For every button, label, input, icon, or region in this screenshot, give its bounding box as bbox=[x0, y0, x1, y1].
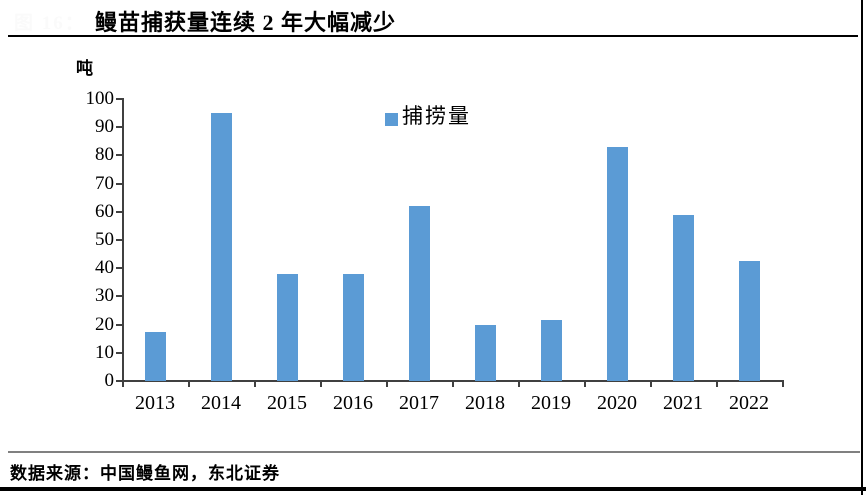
y-axis-tick bbox=[116, 182, 122, 185]
y-axis-tick bbox=[116, 295, 122, 298]
y-axis bbox=[122, 98, 124, 382]
y-tick-label: 20 bbox=[95, 313, 114, 335]
bar-2015 bbox=[276, 273, 298, 381]
data-source-note: 数据来源：中国鳗鱼网，东北证券 bbox=[10, 464, 280, 483]
chart-legend: 捕捞量 bbox=[385, 100, 471, 130]
x-tick-label-2017: 2017 bbox=[399, 392, 439, 414]
bar-2019 bbox=[540, 320, 562, 381]
x-tick-label-2016: 2016 bbox=[333, 392, 373, 414]
y-axis-tick bbox=[116, 154, 122, 157]
y-axis-tick bbox=[116, 98, 122, 100]
x-axis-tick bbox=[188, 382, 190, 387]
x-axis-tick bbox=[650, 382, 652, 387]
x-axis-tick bbox=[386, 382, 388, 387]
y-tick-label: 60 bbox=[95, 200, 114, 222]
y-axis-tick bbox=[116, 380, 122, 382]
y-axis-tick bbox=[116, 267, 122, 270]
x-axis-tick bbox=[122, 382, 124, 387]
x-axis-tick bbox=[584, 382, 586, 387]
bar-2022 bbox=[738, 261, 760, 381]
right-border bbox=[861, 0, 863, 495]
y-axis-tick bbox=[116, 323, 122, 326]
bar-2013 bbox=[144, 331, 166, 381]
bar-2017 bbox=[408, 206, 430, 381]
y-tick-label: 30 bbox=[95, 285, 114, 307]
x-axis-tick bbox=[716, 382, 718, 387]
y-tick-label: 90 bbox=[95, 116, 114, 138]
x-tick-label-2015: 2015 bbox=[267, 392, 307, 414]
y-axis-tick bbox=[116, 239, 122, 241]
x-tick-label-2018: 2018 bbox=[465, 392, 505, 414]
page-title: 鳗苗捕获量连续 2 年大幅减少 bbox=[95, 10, 397, 35]
legend-swatch-icon bbox=[385, 113, 398, 126]
x-axis-tick bbox=[320, 382, 322, 387]
x-tick-label-2019: 2019 bbox=[531, 392, 571, 414]
x-axis-tick bbox=[782, 382, 784, 387]
y-tick-label: 70 bbox=[95, 172, 114, 194]
legend-label: 捕捞量 bbox=[402, 104, 471, 128]
y-tick-label: 50 bbox=[95, 229, 114, 250]
x-axis-tick bbox=[518, 382, 520, 387]
y-axis-unit-label: 吨 bbox=[76, 59, 93, 78]
y-tick-label: 80 bbox=[95, 144, 114, 166]
x-tick-label-2020: 2020 bbox=[597, 392, 637, 414]
y-tick-label: 100 bbox=[85, 88, 115, 109]
x-axis-tick bbox=[254, 382, 256, 387]
figure-number-label: 图 16： bbox=[14, 13, 86, 34]
y-axis-tick bbox=[116, 126, 122, 129]
bar-2021 bbox=[672, 214, 694, 381]
x-tick-label-2014: 2014 bbox=[201, 392, 241, 414]
x-tick-label-2013: 2013 bbox=[135, 392, 175, 414]
y-tick-label: 0 bbox=[104, 370, 115, 391]
x-tick-label-2022: 2022 bbox=[729, 392, 769, 414]
bar-2014 bbox=[210, 113, 232, 381]
bar-2020 bbox=[606, 146, 628, 381]
y-axis-tick bbox=[116, 210, 122, 213]
bar-2018 bbox=[474, 324, 496, 381]
bar-2016 bbox=[342, 273, 364, 381]
y-axis-tick bbox=[116, 351, 122, 354]
footer-divider bbox=[8, 451, 860, 453]
title-underline bbox=[8, 35, 858, 37]
y-tick-label: 10 bbox=[95, 341, 114, 363]
x-axis bbox=[122, 380, 784, 382]
x-tick-label-2021: 2021 bbox=[663, 392, 703, 414]
y-tick-label: 40 bbox=[95, 257, 114, 279]
x-axis-tick bbox=[452, 382, 454, 387]
bottom-rule bbox=[0, 487, 866, 491]
